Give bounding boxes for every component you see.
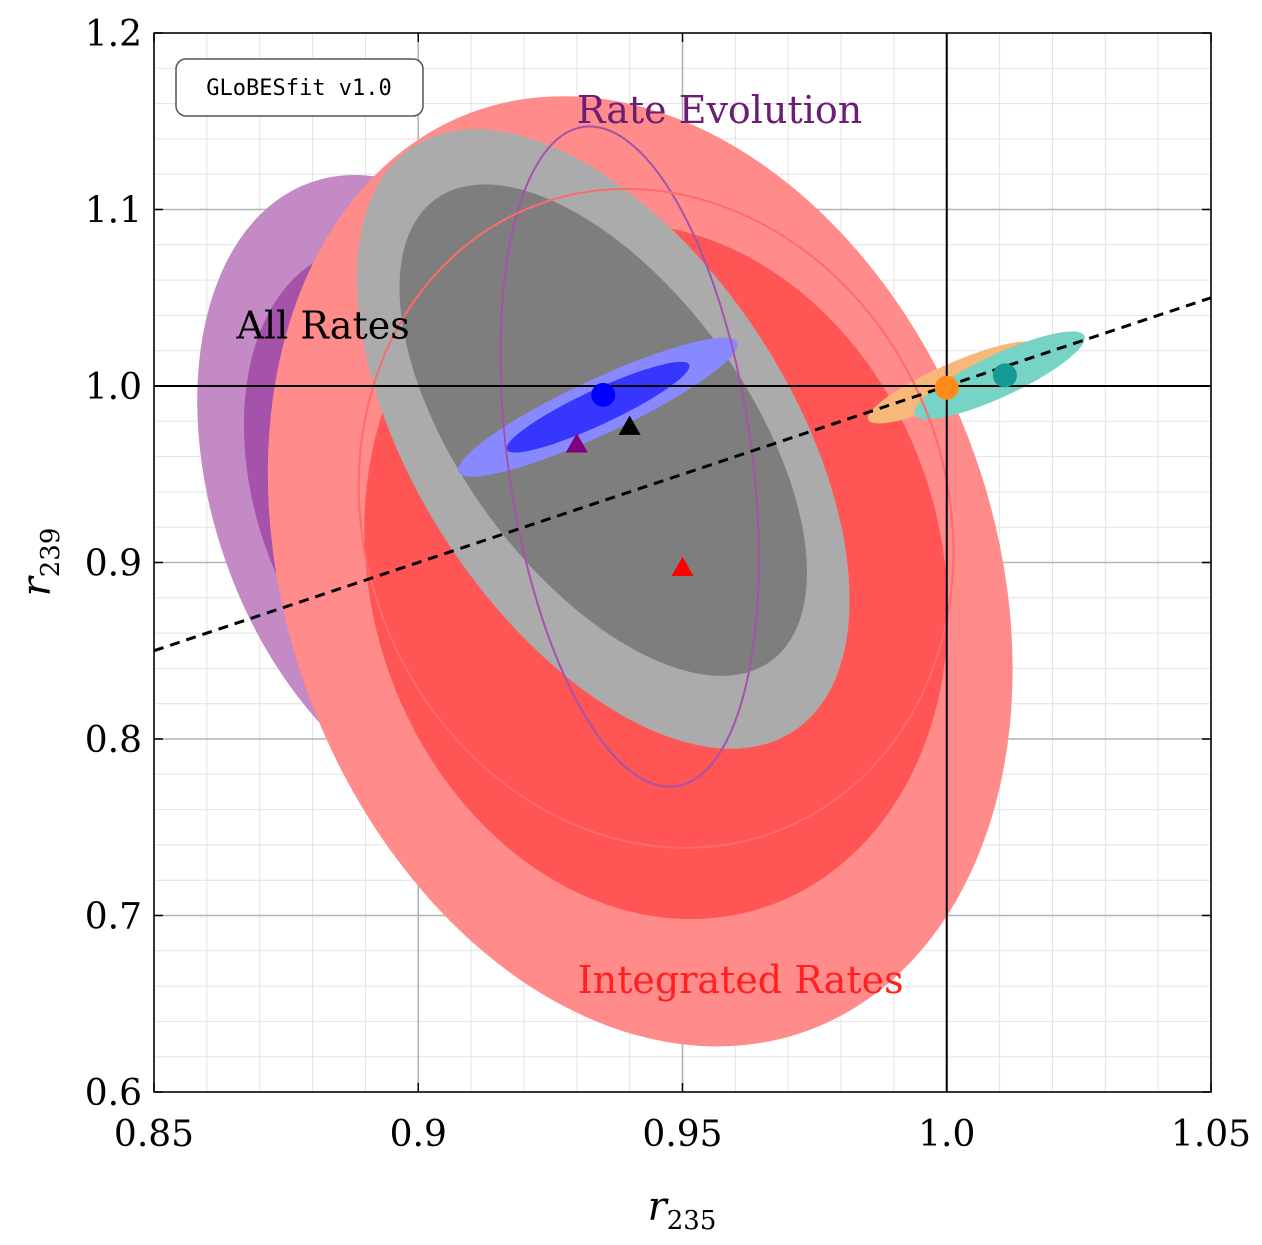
reference-lines — [154, 33, 1211, 1092]
confidence-regions — [197, 96, 1085, 1047]
y-tick-label: 0.6 — [85, 1073, 142, 1114]
region-labels: Rate Evolution All Rates Integrated Rates — [236, 88, 904, 1002]
x-tick-label: 0.85 — [114, 1114, 194, 1155]
software-badge: GLoBESfit v1.0 — [175, 58, 424, 117]
integrated-rates-outline — [357, 187, 955, 849]
teal-best-fit — [992, 363, 1017, 388]
rate-evolution-label: Rate Evolution — [577, 88, 862, 132]
x-axis-title-base: r — [648, 1184, 670, 1230]
y-tick-label: 1.2 — [85, 14, 142, 55]
y-axis-title-base: r — [14, 574, 60, 596]
axis-ticks — [153, 32, 1212, 1093]
y-tick-labels: 0.6 0.7 0.8 0.9 1.0 1.1 1.2 — [85, 14, 142, 1114]
highlight-1sigma — [506, 361, 690, 453]
y-tick-label: 0.9 — [85, 544, 142, 585]
badge-box — [175, 58, 424, 117]
all-rates-best-fit — [618, 415, 641, 435]
orange-best-fit — [934, 375, 959, 400]
y-axis-title-subscript: 239 — [36, 528, 66, 578]
all-rates-label: All Rates — [236, 303, 410, 347]
x-tick-label: 0.9 — [390, 1114, 447, 1155]
x-tick-label: 1.0 — [918, 1114, 975, 1155]
y-tick-label: 0.7 — [85, 897, 142, 938]
badge-text: GLoBESfit v1.0 — [206, 76, 391, 101]
x-tick-label: 0.95 — [642, 1114, 722, 1155]
region-outlines — [357, 125, 955, 849]
x-tick-labels: 0.85 0.9 0.95 1.0 1.05 — [114, 1114, 1251, 1155]
integrated-rates-best-fit — [671, 556, 694, 577]
x-tick-label: 1.05 — [1171, 1114, 1251, 1155]
y-axis-title: r239 — [14, 528, 66, 597]
rate-evolution-best-fit — [565, 433, 588, 453]
y-tick-label: 1.0 — [85, 367, 142, 408]
best-fit-points — [565, 363, 1017, 577]
x-axis-title-subscript: 235 — [667, 1206, 717, 1236]
x-axis-title: r235 — [648, 1184, 717, 1236]
rate-evolution-outline — [499, 125, 760, 788]
y-tick-label: 0.8 — [85, 720, 142, 761]
integrated-rates-label: Integrated Rates — [578, 958, 904, 1002]
y-tick-label: 1.1 — [85, 191, 142, 232]
blue-best-fit — [591, 382, 616, 407]
